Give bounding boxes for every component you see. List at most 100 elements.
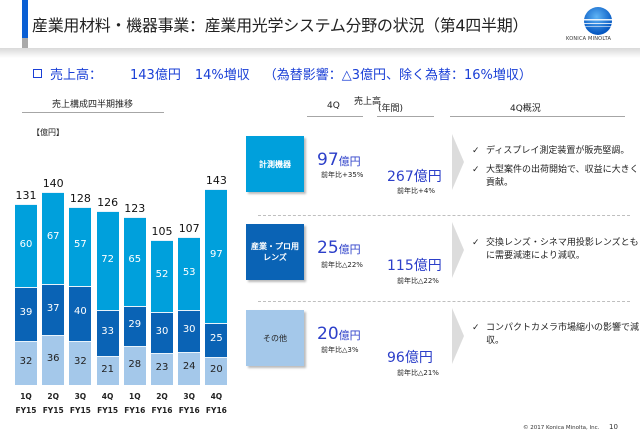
annual-value-number: 267 <box>387 169 414 185</box>
x-tick-quarter: 4Q <box>210 392 223 401</box>
bar-total-label: 131 <box>15 189 37 203</box>
bar-value-label: 60 <box>19 238 33 250</box>
annual-header: (年間) <box>378 104 404 114</box>
x-tick-quarter: 1Q <box>20 392 32 401</box>
bar-segment <box>205 357 228 385</box>
q4-yoy: 前年比△3% <box>321 346 359 354</box>
x-tick-quarter: 1Q <box>128 392 141 401</box>
bar-segment <box>178 351 201 385</box>
bar-value-label: 52 <box>155 268 169 280</box>
q4-sales-value: 25億円 <box>317 238 361 258</box>
bar-segment <box>205 189 228 323</box>
bar-value-label: 40 <box>74 306 87 318</box>
note-text: 交換レンズ・シネマ用投影レンズともに需要減速により減収。 <box>486 238 639 261</box>
header-divider <box>0 48 640 58</box>
bar-segment <box>96 211 119 311</box>
bar-value-label: 20 <box>210 364 223 376</box>
overview-notes: ✓ ディスプレイ測定装置が販売堅調。 ✓ 大型案件の出荷開始で、収益に大きく貢献。 <box>472 145 640 196</box>
q4-sales-value: 20億円 <box>317 324 361 344</box>
q4-value-number: 25 <box>317 238 339 258</box>
page-number: 10 <box>609 423 618 431</box>
bar-segment <box>151 353 173 385</box>
check-icon: ✓ <box>472 323 480 333</box>
x-axis-tick-label: 3Q FY15 <box>65 390 95 418</box>
x-axis-tick-label: 1Q FY16 <box>120 390 150 418</box>
bar-value-label: 39 <box>19 306 33 318</box>
overview-note-item: ✓ 交換レンズ・シネマ用投影レンズともに需要減速により減収。 <box>472 237 640 263</box>
x-tick-year: FY15 <box>42 406 64 415</box>
logo-text: KONICA MINOLTA <box>566 36 612 42</box>
x-tick-quarter: 4Q <box>101 392 114 401</box>
summary-note: （為替影響：△3億円、除く為替：16%増収） <box>263 68 532 83</box>
page-title: 産業用材料・機器事業：産業用光学システム分野の状況（第4四半期） <box>32 16 529 35</box>
note-text: 大型案件の出荷開始で、収益に大きく貢献。 <box>486 165 639 188</box>
annual-value-unit: 億円 <box>404 350 433 366</box>
overview-note-item: ✓ ディスプレイ測定装置が販売堅調。 <box>472 145 640 158</box>
square-bullet-icon <box>33 69 42 78</box>
segment-label-box: 産業・プロ用 レンズ <box>246 224 304 280</box>
copyright: © 2017 Konica Minolta, Inc. <box>523 425 600 431</box>
q4-value-unit: 億円 <box>338 243 361 256</box>
summary-label: 売上高： <box>50 68 103 83</box>
bar-total-label: 128 <box>69 191 91 205</box>
bar-segment <box>123 306 146 347</box>
bar-segment <box>42 335 65 385</box>
x-axis-tick-label: 3Q FY16 <box>174 390 204 418</box>
bar-value-label: 30 <box>182 324 196 336</box>
overview-header: 4Q概況 <box>510 104 541 114</box>
bar-segment <box>151 240 173 312</box>
check-icon: ✓ <box>472 146 480 156</box>
annual-yoy: 前年比△21% <box>397 369 439 377</box>
bar-value-label: 23 <box>155 362 169 374</box>
summary-growth: 14%増収 <box>194 68 250 83</box>
x-tick-year: FY16 <box>151 406 173 415</box>
bar-value-label: 33 <box>101 326 114 338</box>
overview-header-line <box>450 116 625 117</box>
chart-header-line <box>22 112 164 113</box>
bar-segment <box>178 310 201 352</box>
bar-segment <box>123 216 146 307</box>
bar-segment <box>123 346 146 385</box>
bar-segment <box>69 285 92 341</box>
bar-total-label: 107 <box>178 222 200 236</box>
bar-value-label: 97 <box>210 248 223 260</box>
bar-total-label: 126 <box>97 196 119 210</box>
bar-value-label: 25 <box>210 333 223 345</box>
x-tick-quarter: 3Q <box>183 392 195 401</box>
annual-yoy: 前年比+4% <box>397 187 435 195</box>
bar-segment <box>178 237 201 311</box>
bar-value-label: 28 <box>128 358 142 370</box>
x-tick-year: FY16 <box>178 406 200 415</box>
annual-value-number: 115 <box>387 258 414 274</box>
bar-segment <box>15 287 37 341</box>
title-accent-bar <box>22 0 28 38</box>
x-tick-quarter: 2Q <box>47 392 59 401</box>
x-tick-year: FY15 <box>15 406 37 415</box>
note-text: コンパクトカメラ市場縮小の影響で減収。 <box>486 323 640 346</box>
q4-yoy: 前年比△22% <box>321 261 363 269</box>
bar-value-label: 29 <box>128 319 142 331</box>
annual-value-number: 96 <box>387 350 405 366</box>
q4-header: 4Q <box>327 101 340 111</box>
bar-value-label: 32 <box>19 355 33 367</box>
overview-note-item: ✓ 大型案件の出荷開始で、収益に大きく貢献。 <box>472 164 640 190</box>
summary-value: 143億円 <box>130 68 181 83</box>
bar-value-label: 53 <box>182 266 196 278</box>
konica-minolta-logo-icon <box>584 7 612 35</box>
check-icon: ✓ <box>472 238 480 248</box>
note-text: ディスプレイ測定装置が販売堅調。 <box>486 146 630 156</box>
check-icon: ✓ <box>472 165 480 175</box>
overview-notes: ✓ 交換レンズ・シネマ用投影レンズともに需要減速により減収。 <box>472 237 640 269</box>
annual-value-unit: 億円 <box>413 258 442 274</box>
x-axis-tick-label: 4Q FY15 <box>93 390 123 418</box>
bar-segment <box>69 206 92 286</box>
segment-divider <box>258 301 630 302</box>
bar-value-label: 67 <box>46 231 60 243</box>
q4-yoy: 前年比+35% <box>321 171 364 179</box>
chevron-right-icon <box>452 308 464 364</box>
bar-segment <box>96 356 119 385</box>
bar-segment <box>69 340 92 385</box>
overview-notes: ✓ コンパクトカメラ市場縮小の影響で減収。 <box>472 322 640 354</box>
bar-segment <box>42 284 65 336</box>
bar-total-label: 105 <box>151 225 173 239</box>
